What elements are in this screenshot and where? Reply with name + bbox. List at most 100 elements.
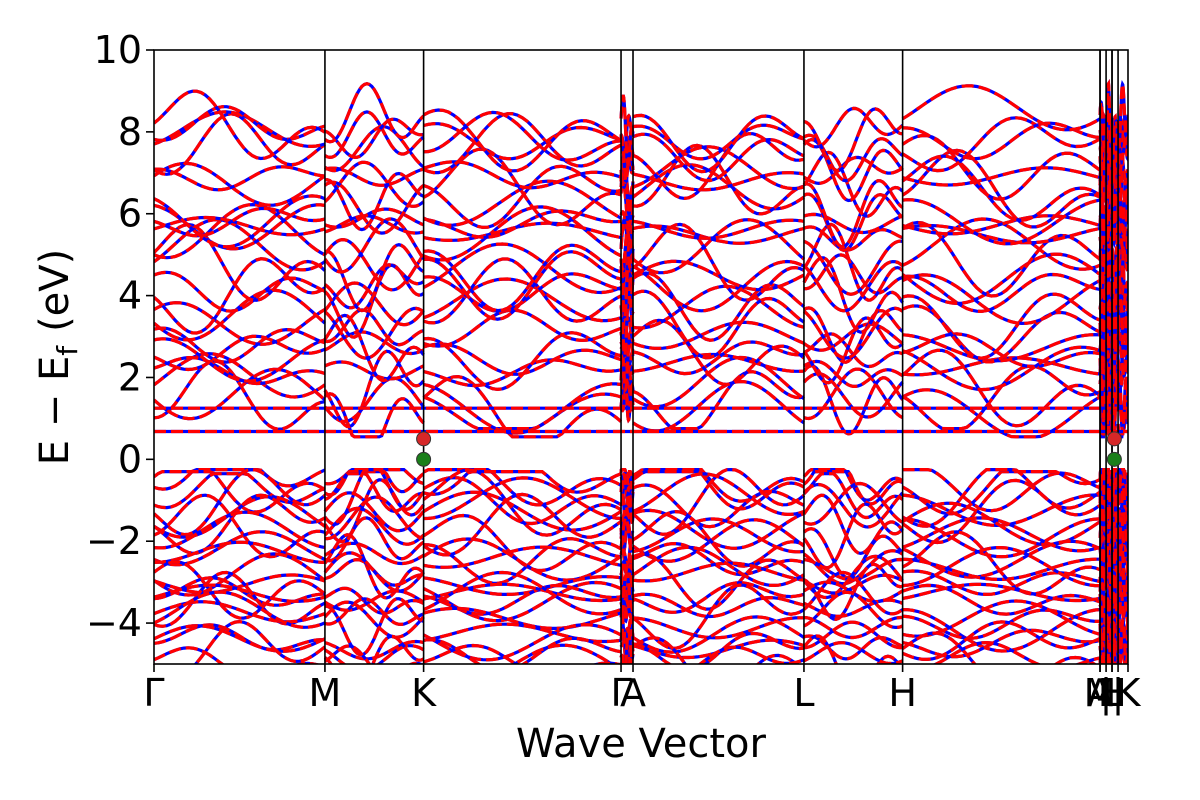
- band-line-spin-down: [632, 145, 805, 191]
- band-line-spin-down: [632, 132, 805, 201]
- band-line-spin-down: [632, 284, 805, 330]
- band-line-spin-down: [802, 222, 904, 302]
- band-line-spin-down: [323, 478, 425, 544]
- band-line-spin-down: [1116, 280, 1128, 313]
- cbm-marker: [416, 431, 432, 447]
- band-line-spin-down: [154, 161, 326, 207]
- band-line-spin-down: [154, 623, 325, 652]
- band-line-spin-down: [803, 481, 904, 526]
- band-line-spin-down: [619, 548, 635, 572]
- band-line-spin-up: [423, 221, 622, 243]
- band-line-spin-down: [324, 644, 425, 664]
- band-line-spin-up: [423, 545, 622, 569]
- band-line-spin-down: [632, 583, 805, 650]
- band-line-spin-down: [1116, 331, 1128, 379]
- y-tick-label: −2: [86, 519, 142, 563]
- x-tick-label: H: [888, 671, 917, 715]
- band-line-spin-down: [902, 468, 1101, 513]
- band-line-spin-down: [1110, 122, 1120, 174]
- vbm-marker: [1106, 451, 1122, 467]
- band-line-spin-down: [154, 359, 326, 431]
- band-line-spin-down: [324, 541, 425, 566]
- band-line-spin-down: [154, 367, 326, 421]
- band-line-spin-down: [423, 308, 622, 348]
- band-line-spin-down: [1104, 145, 1114, 214]
- band-line-spin-down: [423, 250, 622, 321]
- band-line-spin-down: [1098, 468, 1108, 508]
- x-axis-label: Wave Vector: [516, 721, 767, 767]
- band-line-spin-down: [901, 116, 1101, 173]
- band-line-spin-down: [323, 600, 425, 639]
- band-line-spin-down: [154, 257, 326, 335]
- band-line-spin-down: [619, 210, 635, 232]
- x-tick-label: K: [411, 671, 437, 715]
- band-line-spin-down: [423, 122, 622, 161]
- band-line-spin-down: [422, 468, 622, 507]
- band-line-spin-down: [803, 322, 904, 352]
- band-line-spin-down: [802, 482, 904, 529]
- band-line-spin-down: [803, 359, 904, 388]
- band-line-spin-down: [631, 467, 806, 536]
- band-line-spin-down: [423, 160, 622, 190]
- band-line-spin-down: [1098, 99, 1108, 150]
- band-line-spin-down: [632, 370, 805, 431]
- band-line-spin-down: [619, 572, 635, 617]
- band-line-spin-down: [619, 597, 635, 621]
- band-line-spin-down: [902, 332, 1101, 369]
- band-line-spin-up: [632, 636, 800, 664]
- band-line-spin-down: [423, 392, 622, 431]
- x-tick-label: L: [1101, 671, 1122, 715]
- band-line-spin-down: [154, 202, 326, 260]
- band-line-spin-down: [632, 541, 805, 577]
- band-line-spin-down: [423, 257, 622, 325]
- band-line-spin-down: [422, 374, 623, 439]
- band-line-spin-down: [324, 330, 425, 356]
- band-line-spin-down: [423, 476, 622, 521]
- x-tick-label: M: [1084, 671, 1117, 715]
- band-line-spin-down: [632, 517, 805, 554]
- band-line-spin-down: [154, 165, 326, 192]
- band-line-spin-down: [632, 508, 805, 550]
- k-point-lines: [324, 50, 1119, 664]
- band-line-spin-down: [902, 198, 1101, 246]
- band-line-spin-down: [154, 590, 326, 629]
- band-line-spin-down: [901, 345, 1101, 392]
- band-line-spin-down: [901, 273, 1101, 326]
- band-line-spin-up: [423, 606, 622, 630]
- band-line-spin-down: [803, 562, 903, 622]
- y-tick-label: 10: [94, 28, 142, 72]
- band-line-spin-down: [422, 537, 622, 582]
- band-line-spin-down: [802, 306, 904, 360]
- band-line-spin-down: [902, 583, 1101, 616]
- band-line-spin-up: [902, 166, 1101, 187]
- band-line-spin-down: [901, 468, 1101, 528]
- band-line-spin-down: [902, 546, 1100, 588]
- band-line-spin-down: [1104, 184, 1114, 253]
- x-tick-label: A: [1087, 671, 1113, 715]
- band-line-spin-down: [902, 608, 1101, 653]
- band-line-spin-down: [423, 470, 622, 496]
- band-line-spin-down: [803, 641, 904, 664]
- band-line-spin-down: [422, 475, 622, 526]
- band-edge-markers: [416, 431, 1122, 467]
- band-line-spin-down: [632, 113, 805, 174]
- band-line-spin-down: [423, 537, 622, 585]
- band-line-spin-down: [803, 620, 903, 650]
- band-line-spin-down: [632, 320, 805, 351]
- band-line-spin-down: [632, 289, 805, 360]
- band-line-spin-down: [901, 252, 1101, 306]
- band-line-spin-down: [423, 243, 622, 313]
- band-line-spin-down: [423, 164, 622, 230]
- band-line-spin-down: [324, 166, 425, 187]
- x-tick-label: K: [1116, 671, 1142, 715]
- band-line-spin-down: [803, 367, 904, 421]
- band-line-spin-down: [901, 348, 1101, 428]
- band-line-spin-down: [423, 643, 622, 664]
- band-line-spin-down: [632, 132, 805, 183]
- band-line-spin-down: [802, 502, 904, 570]
- y-tick-label: −4: [86, 601, 142, 645]
- band-line-spin-down: [902, 121, 1101, 161]
- x-tick-label: |: [1100, 671, 1113, 716]
- band-line-spin-down: [323, 281, 425, 327]
